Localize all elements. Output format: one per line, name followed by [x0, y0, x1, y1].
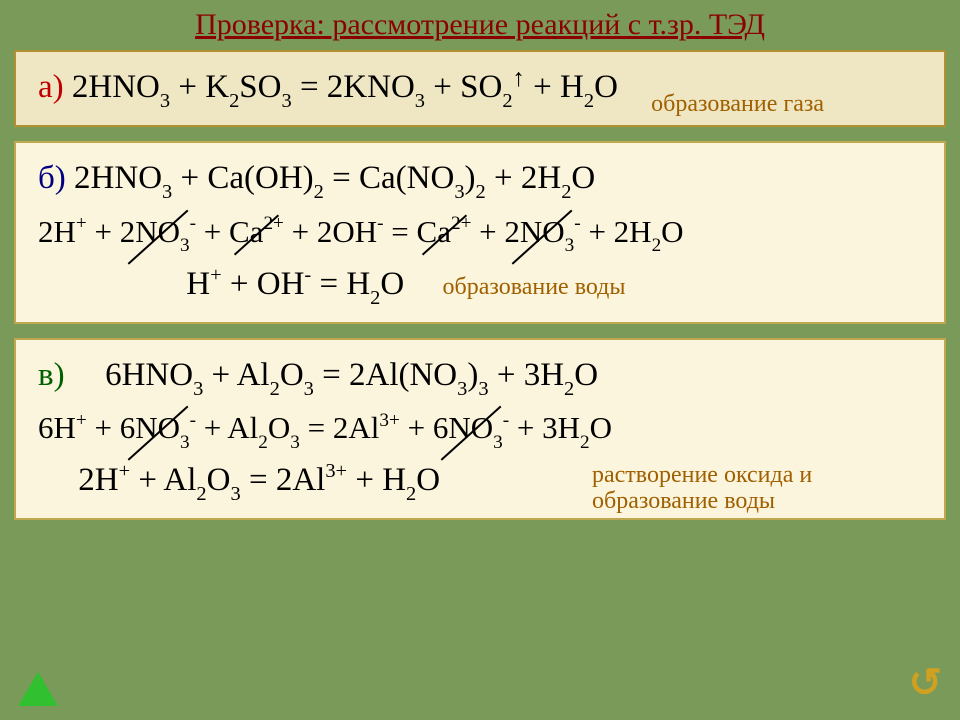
label-b: б) — [38, 160, 66, 196]
block-v: в) 6HNO3 + Al2O3 = 2Al(NO3)3 + 3H2O 6H+ … — [14, 338, 946, 521]
note-a: образование газа — [651, 86, 824, 123]
slide: Проверка: рассмотрение реакций с т.зр. Т… — [0, 0, 960, 720]
label-v: в) — [38, 357, 65, 393]
nav-return-icon[interactable]: ↺ — [908, 659, 942, 706]
equation-v-1: 6HNO3 + Al2O3 = 2Al(NO3)3 + 3H2O — [105, 357, 598, 393]
equation-a: 2HNO3 + K2SO3 = 2KNO3 + SO2↑ + H2O — [72, 69, 618, 105]
note-v: растворение оксида и образование воды — [592, 462, 912, 515]
equation-v-3: 2H+ + Al2O3 = 2Al3+ + H2O — [78, 462, 440, 498]
nav-prev-icon[interactable] — [18, 672, 58, 706]
page-title: Проверка: рассмотрение реакций с т.зр. Т… — [14, 8, 946, 42]
block-a: а) 2HNO3 + K2SO3 = 2KNO3 + SO2↑ + H2O об… — [14, 50, 946, 127]
equation-b-1: 2HNO3 + Ca(OH)2 = Ca(NO3)2 + 2H2O — [74, 160, 595, 196]
note-b: образование воды — [442, 274, 625, 300]
block-b: б) 2HNO3 + Ca(OH)2 = Ca(NO3)2 + 2H2O 2H+… — [14, 141, 946, 324]
equation-b-3: H+ + OH- = H2O — [186, 266, 404, 302]
equation-b-2: 2H+ + 2NO3- + Ca2+ + 2OH- = Ca2+ + 2NO3-… — [38, 214, 684, 249]
label-a: а) — [38, 69, 64, 105]
equation-v-2: 6H+ + 6NO3- + Al2O3 = 2Al3+ + 6NO3- + 3H… — [38, 410, 612, 445]
